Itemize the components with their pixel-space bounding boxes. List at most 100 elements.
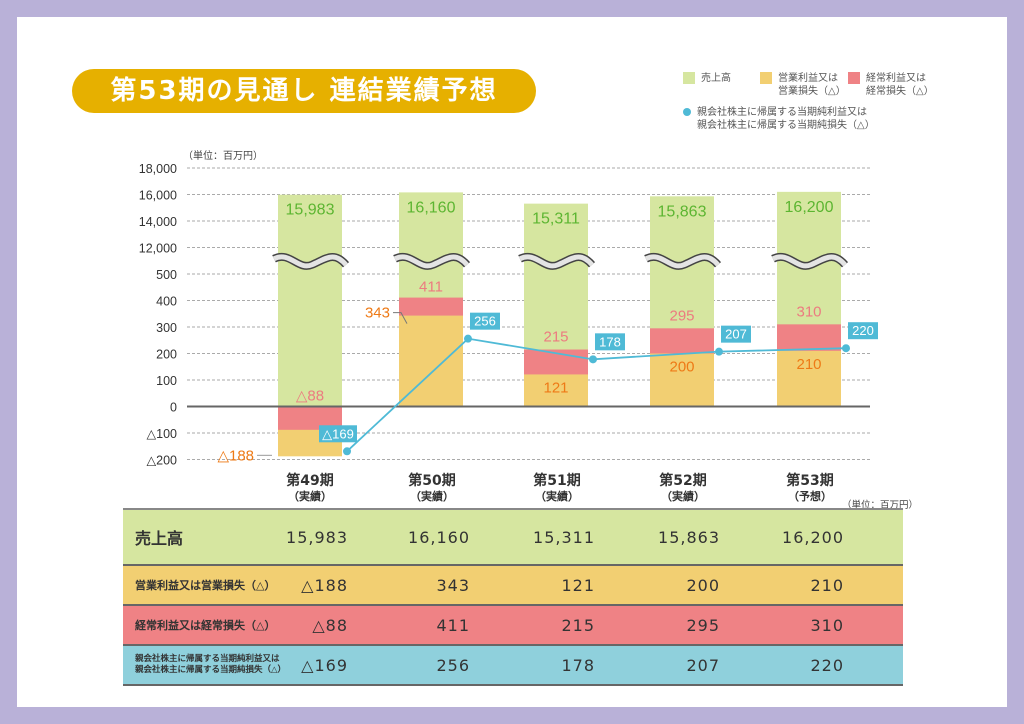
axis-break-icon — [644, 254, 720, 269]
table-unit-label: （単位：百万円） — [842, 500, 919, 511]
data-label-net: 178 — [599, 334, 621, 349]
legend-label-ordinary: 経常利益又は 経常損失（△） — [866, 72, 934, 98]
period-status: （予想） — [788, 490, 832, 503]
data-label-box-net — [721, 325, 751, 343]
data-label-ordinary: △88 — [296, 388, 324, 405]
data-label-operating: △188 — [217, 447, 254, 464]
cell: 121 — [561, 575, 595, 595]
data-label-net: 207 — [725, 327, 747, 342]
data-label-operating: 210 — [796, 356, 821, 373]
row-label: 親会社株主に帰属する当期純利益又は 親会社株主に帰属する当期純損失（△） — [135, 646, 286, 684]
cell: 295 — [686, 615, 720, 635]
table-row-operating: 営業利益又は営業損失（△） △188 343 121 200 210 — [123, 566, 903, 606]
cell: 215 — [561, 615, 595, 635]
bar-ordinary — [650, 328, 714, 354]
legend-label-operating-line2: 営業損失（△） — [778, 86, 846, 97]
cell: 178 — [561, 655, 595, 675]
data-label-ordinary: 411 — [419, 279, 443, 296]
cell: 310 — [810, 615, 844, 635]
table-row-sales: 売上高 15,983 16,160 15,311 15,863 16,200 — [123, 510, 903, 566]
cell: 15,311 — [533, 527, 595, 547]
bar-operating — [650, 353, 714, 407]
row-label: 経常利益又は経常損失（△） — [135, 619, 276, 632]
row-label: 営業利益又は営業損失（△） — [135, 579, 276, 592]
data-label-ordinary: 215 — [543, 329, 568, 346]
y-tick-label: 200 — [156, 348, 177, 362]
leader-line — [393, 312, 408, 324]
y-tick-label: △200 — [147, 454, 178, 468]
y-tick-label: 16,000 — [139, 189, 177, 203]
data-point-net — [589, 355, 597, 364]
legend-label-operating: 営業利益又は 営業損失（△） — [778, 72, 846, 98]
cell: 411 — [436, 615, 470, 635]
period-label-49: 第49期 （実績） — [270, 473, 350, 503]
data-label-sales: 15,311 — [532, 211, 580, 228]
cell: 15,983 — [286, 527, 348, 547]
data-label-sales: 16,160 — [407, 199, 456, 216]
data-label-sales: 15,863 — [658, 203, 707, 220]
y-tick-label: 300 — [156, 321, 177, 335]
cell: 16,160 — [408, 527, 470, 547]
cell: △169 — [301, 655, 348, 675]
row-label: 売上高 — [135, 529, 184, 548]
y-tick-label: 500 — [156, 268, 177, 282]
axis-break-icon — [272, 254, 348, 269]
legend-dot-net — [683, 108, 691, 116]
bar-sales — [278, 194, 342, 407]
legend-swatch-ordinary — [848, 72, 860, 84]
period-label-51: 第51期 （実績） — [517, 473, 597, 503]
data-label-box-net — [848, 322, 878, 340]
period-name: 第53期 — [786, 473, 834, 489]
axis-break-icon — [518, 254, 594, 269]
legend-label-sales: 売上高 — [701, 73, 731, 84]
bar-operating — [524, 374, 588, 407]
legend-label-ordinary-line1: 経常利益又は — [866, 73, 926, 84]
data-label-box-net — [319, 425, 357, 443]
cell: 343 — [436, 575, 470, 595]
period-label-52: 第52期 （実績） — [643, 473, 723, 503]
cell: 15,863 — [658, 527, 720, 547]
data-label-net: △169 — [322, 426, 354, 441]
data-point-net — [343, 447, 351, 456]
bar-ordinary — [399, 297, 463, 316]
bar-operating — [399, 315, 463, 407]
data-label-operating: 343 — [365, 305, 390, 322]
data-point-net — [715, 347, 723, 356]
period-status: （実績） — [535, 490, 579, 503]
cell: 200 — [686, 575, 720, 595]
cell: △188 — [301, 575, 348, 595]
axis-break-icon — [393, 254, 469, 269]
cell: 210 — [810, 575, 844, 595]
data-label-box-net — [595, 333, 625, 351]
period-name: 第49期 — [286, 473, 334, 489]
axis-break-icon — [771, 254, 847, 269]
legend-label-net-line2: 親会社株主に帰属する当期純損失（△） — [697, 120, 875, 131]
data-label-ordinary: 310 — [796, 303, 821, 320]
cell: 256 — [436, 655, 470, 675]
cell: △88 — [312, 615, 348, 635]
period-status: （実績） — [661, 490, 705, 503]
y-tick-label: 12,000 — [139, 242, 177, 256]
data-point-net — [464, 334, 472, 343]
table-row-net: 親会社株主に帰属する当期純利益又は 親会社株主に帰属する当期純損失（△） △16… — [123, 646, 903, 686]
y-tick-label: 400 — [156, 295, 177, 309]
period-name: 第51期 — [533, 473, 581, 489]
cell: 16,200 — [782, 527, 844, 547]
period-name: 第50期 — [408, 473, 456, 489]
cell: 220 — [810, 655, 844, 675]
y-tick-label: △100 — [147, 427, 178, 441]
chart-unit-label: （単位：百万円） — [183, 151, 263, 162]
data-point-net — [842, 344, 850, 353]
data-label-operating: 200 — [669, 359, 694, 376]
bar-ordinary — [278, 406, 342, 430]
data-label-box-net — [470, 312, 500, 330]
period-name: 第52期 — [659, 473, 707, 489]
data-label-ordinary: 295 — [669, 307, 694, 324]
y-tick-label: 14,000 — [139, 215, 177, 229]
table-row-ordinary: 経常利益又は経常損失（△） △88 411 215 295 310 — [123, 606, 903, 646]
y-tick-label: 100 — [156, 374, 177, 388]
data-label-sales: 16,200 — [785, 199, 834, 216]
data-label-net: 256 — [474, 314, 496, 329]
legend-label-ordinary-line2: 経常損失（△） — [866, 86, 934, 97]
